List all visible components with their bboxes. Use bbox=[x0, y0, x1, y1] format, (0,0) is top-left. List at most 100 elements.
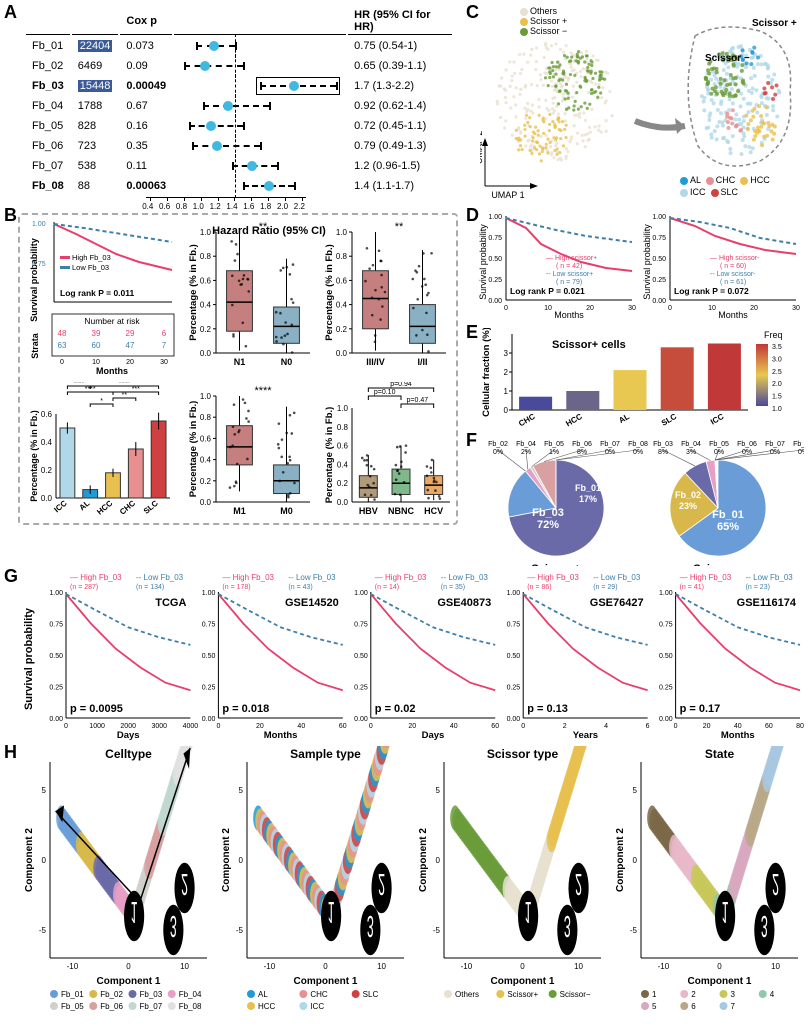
svg-text:2: 2 bbox=[181, 867, 188, 901]
svg-text:10: 10 bbox=[180, 962, 189, 971]
svg-text:Component 2: Component 2 bbox=[615, 828, 626, 892]
svg-text:Fb_04: Fb_04 bbox=[516, 441, 536, 448]
svg-text:Component 1: Component 1 bbox=[97, 976, 161, 987]
svg-text:1.0: 1.0 bbox=[200, 228, 212, 237]
svg-text:Fb_06: Fb_06 bbox=[572, 441, 592, 448]
svg-text:0.0: 0.0 bbox=[200, 349, 212, 358]
svg-text:1.5: 1.5 bbox=[772, 394, 782, 401]
svg-text:Survival probability: Survival probability bbox=[478, 224, 488, 300]
svg-text:1.00: 1.00 bbox=[652, 214, 666, 221]
svg-text:0.75: 0.75 bbox=[659, 622, 673, 629]
svg-text:60: 60 bbox=[92, 341, 101, 350]
panel-c-label: C bbox=[466, 2, 479, 23]
svg-text:0.00: 0.00 bbox=[652, 298, 666, 305]
svg-text:0: 0 bbox=[323, 962, 328, 971]
svg-text:Fb_06: Fb_06 bbox=[100, 1002, 123, 1011]
svg-text:3: 3 bbox=[367, 909, 374, 943]
svg-text:29: 29 bbox=[126, 329, 135, 338]
svg-text:1000: 1000 bbox=[89, 723, 105, 730]
svg-text:2: 2 bbox=[575, 867, 582, 901]
svg-text:3: 3 bbox=[504, 349, 509, 358]
panel-b-label: B bbox=[4, 205, 17, 226]
svg-text:0.6: 0.6 bbox=[336, 276, 348, 285]
svg-text:3: 3 bbox=[564, 909, 571, 943]
svg-text:-5: -5 bbox=[433, 926, 441, 935]
svg-text:1.00: 1.00 bbox=[354, 590, 368, 597]
svg-text:0.50: 0.50 bbox=[202, 653, 216, 660]
svg-text:10: 10 bbox=[544, 305, 552, 312]
svg-text:0.25: 0.25 bbox=[652, 277, 666, 284]
svg-text:0.50: 0.50 bbox=[354, 653, 368, 660]
umap-x-label: UMAP 1 bbox=[491, 190, 524, 200]
svg-text:2000: 2000 bbox=[120, 723, 136, 730]
svg-text:2.5: 2.5 bbox=[772, 369, 782, 376]
svg-text:20: 20 bbox=[703, 723, 711, 730]
svg-text:47: 47 bbox=[126, 341, 135, 350]
svg-text:0: 0 bbox=[520, 962, 525, 971]
svg-text:Fb_08: Fb_08 bbox=[179, 1002, 202, 1011]
svg-text:— High Fb_03: — High Fb_03 bbox=[680, 573, 732, 582]
panel-f: Fb_0372%Fb_0117%Fb_020%Fb_042%Fb_051%Fb_… bbox=[478, 436, 804, 566]
svg-text:0.6: 0.6 bbox=[200, 434, 212, 443]
svg-text:p=0.94: p=0.94 bbox=[390, 382, 412, 388]
svg-text:0.2: 0.2 bbox=[41, 466, 53, 475]
svg-text:CHC: CHC bbox=[310, 990, 328, 999]
svg-text:0.75: 0.75 bbox=[488, 235, 502, 242]
svg-text:(n = 35): (n = 35) bbox=[441, 584, 465, 591]
svg-text:10: 10 bbox=[377, 962, 386, 971]
svg-text:Survival probability: Survival probability bbox=[23, 607, 35, 710]
svg-text:0: 0 bbox=[668, 305, 672, 312]
forest-row: Fb_03 15448 0.00049 1.7 (1.3-2.2) bbox=[26, 77, 452, 95]
svg-text:Sample type: Sample type bbox=[290, 747, 361, 761]
svg-text:Low Fb_03: Low Fb_03 bbox=[72, 263, 109, 272]
svg-text:20: 20 bbox=[750, 305, 758, 312]
svg-text:-- Low Fb_03: -- Low Fb_03 bbox=[441, 573, 489, 582]
ann-scissor-plus: Scissor + bbox=[752, 18, 797, 29]
b-bar-type: 0.00.20.40.6Percentage (% in Fb.)ICCALHC… bbox=[28, 382, 176, 522]
svg-text:SLC: SLC bbox=[363, 990, 379, 999]
svg-text:AL: AL bbox=[617, 412, 631, 425]
svg-text:CHC: CHC bbox=[517, 412, 537, 429]
svg-text:0.75: 0.75 bbox=[202, 622, 216, 629]
svg-text:0.50: 0.50 bbox=[659, 653, 673, 660]
svg-text:Fb_08: Fb_08 bbox=[628, 441, 648, 448]
svg-text:60: 60 bbox=[339, 723, 347, 730]
svg-text:SLC: SLC bbox=[660, 412, 679, 428]
svg-text:1: 1 bbox=[504, 387, 509, 396]
svg-text:0: 0 bbox=[521, 723, 525, 730]
svg-text:-- Low Fb_03: -- Low Fb_03 bbox=[136, 573, 184, 582]
svg-text:0: 0 bbox=[504, 305, 508, 312]
svg-text:0.75: 0.75 bbox=[32, 261, 46, 268]
svg-text:10: 10 bbox=[771, 962, 780, 971]
svg-text:5: 5 bbox=[633, 786, 638, 795]
b-box-stage: 0.00.20.40.60.81.0Percentage (% in Fb.)I… bbox=[322, 218, 452, 373]
svg-text:1.00: 1.00 bbox=[659, 590, 673, 597]
svg-text:1: 1 bbox=[722, 895, 729, 929]
svg-text:0.8: 0.8 bbox=[337, 423, 349, 432]
svg-text:0: 0 bbox=[674, 723, 678, 730]
svg-text:0: 0 bbox=[64, 723, 68, 730]
svg-text:p = 0.17: p = 0.17 bbox=[680, 703, 721, 715]
svg-text:HBV: HBV bbox=[359, 506, 378, 516]
svg-text:Fb_04: Fb_04 bbox=[681, 441, 701, 448]
svg-text:0.4: 0.4 bbox=[200, 301, 212, 310]
svg-text:Days: Days bbox=[422, 730, 445, 740]
svg-text:1.0: 1.0 bbox=[337, 404, 349, 413]
svg-text:8%: 8% bbox=[658, 449, 668, 456]
svg-text:AL: AL bbox=[78, 499, 92, 513]
svg-text:0.50: 0.50 bbox=[49, 653, 63, 660]
svg-text:****: **** bbox=[119, 382, 130, 387]
svg-text:2: 2 bbox=[504, 368, 509, 377]
svg-text:0: 0 bbox=[717, 962, 722, 971]
svg-text:20: 20 bbox=[408, 723, 416, 730]
svg-text:Fb_07: Fb_07 bbox=[600, 441, 620, 448]
svg-text:Component 1: Component 1 bbox=[491, 976, 555, 987]
svg-text:1.00: 1.00 bbox=[488, 214, 502, 221]
svg-text:p=0.47: p=0.47 bbox=[407, 397, 429, 404]
svg-text:0: 0 bbox=[436, 856, 441, 865]
svg-text:TCGA: TCGA bbox=[155, 597, 186, 609]
svg-text:0.50: 0.50 bbox=[488, 256, 502, 263]
leg-scissor-plus: Scissor + bbox=[530, 16, 567, 26]
svg-text:0.6: 0.6 bbox=[41, 410, 53, 419]
svg-text:0%: 0% bbox=[605, 449, 615, 456]
